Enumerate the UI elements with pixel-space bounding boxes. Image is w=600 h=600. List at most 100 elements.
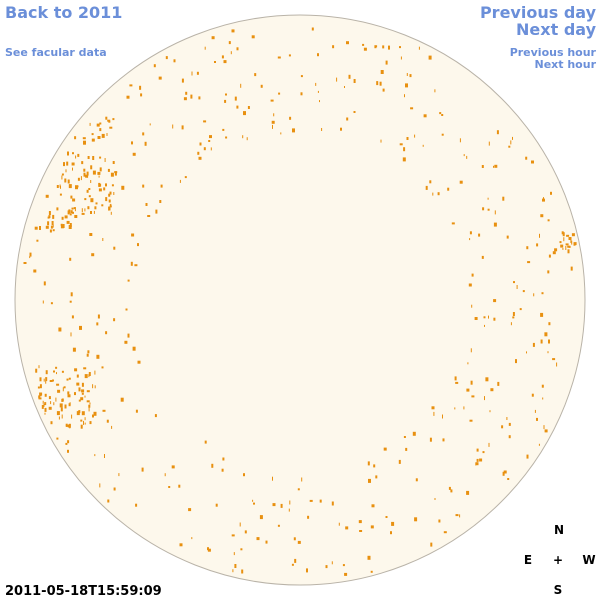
facula-speck bbox=[292, 128, 295, 133]
facula-speck bbox=[224, 99, 227, 103]
facula-speck bbox=[363, 47, 367, 51]
facula-speck bbox=[423, 114, 427, 118]
facula-speck bbox=[39, 377, 42, 382]
facula-speck bbox=[50, 421, 53, 425]
facula-speck bbox=[147, 215, 151, 217]
facula-speck bbox=[196, 71, 199, 75]
facula-speck bbox=[484, 324, 485, 327]
facula-speck bbox=[114, 171, 118, 174]
facula-speck bbox=[70, 210, 73, 214]
facula-speck bbox=[109, 204, 111, 208]
facula-speck bbox=[225, 93, 227, 96]
facula-speck bbox=[91, 138, 95, 142]
facula-speck bbox=[56, 207, 59, 211]
facula-speck bbox=[459, 180, 463, 184]
facula-speck bbox=[568, 237, 572, 240]
facula-speck bbox=[512, 312, 515, 316]
facula-speck bbox=[272, 503, 276, 507]
facula-speck bbox=[71, 162, 75, 166]
facula-speck bbox=[225, 136, 228, 139]
facula-speck bbox=[70, 332, 72, 337]
facula-speck bbox=[113, 192, 115, 195]
facula-speck bbox=[503, 470, 507, 474]
facula-speck bbox=[280, 132, 282, 135]
facula-speck bbox=[370, 570, 373, 573]
facula-speck bbox=[552, 251, 556, 255]
facula-speck bbox=[502, 471, 505, 476]
facula-speck bbox=[573, 242, 577, 246]
facula-speck bbox=[99, 156, 102, 159]
facula-speck bbox=[56, 372, 57, 375]
facular-link[interactable]: See facular data bbox=[5, 46, 107, 59]
facula-speck bbox=[86, 400, 90, 403]
facula-speck bbox=[556, 362, 558, 367]
facula-speck bbox=[107, 499, 110, 503]
facula-speck bbox=[336, 77, 338, 82]
facula-speck bbox=[526, 351, 527, 354]
facula-speck bbox=[548, 339, 550, 344]
back-link[interactable]: Back to 2011 bbox=[5, 3, 122, 22]
previous-day-link[interactable]: Previous day bbox=[480, 3, 597, 22]
facula-speck bbox=[278, 92, 281, 95]
facula-speck bbox=[74, 368, 78, 372]
facula-speck bbox=[75, 155, 77, 159]
compass-south: S bbox=[554, 583, 563, 597]
facula-speck bbox=[236, 47, 239, 51]
facula-speck bbox=[502, 196, 505, 201]
facula-speck bbox=[508, 435, 511, 439]
facula-speck bbox=[144, 141, 147, 146]
facula-speck bbox=[432, 192, 434, 196]
facula-speck bbox=[155, 209, 158, 214]
facula-speck bbox=[391, 521, 395, 526]
facula-speck bbox=[466, 490, 470, 495]
facula-speck bbox=[475, 462, 479, 466]
facula-speck bbox=[36, 239, 39, 242]
facula-speck bbox=[367, 461, 370, 466]
facula-speck bbox=[496, 130, 499, 135]
facula-speck bbox=[481, 255, 484, 259]
facula-speck bbox=[164, 473, 166, 477]
facula-speck bbox=[52, 224, 54, 228]
next-hour-link[interactable]: Next hour bbox=[535, 58, 597, 71]
facula-speck bbox=[42, 400, 44, 404]
facula-speck bbox=[39, 226, 41, 230]
facula-speck bbox=[168, 486, 171, 488]
facula-speck bbox=[145, 203, 148, 206]
facula-speck bbox=[198, 96, 201, 100]
facula-speck bbox=[542, 397, 544, 400]
facula-speck bbox=[252, 499, 254, 502]
facula-speck bbox=[96, 322, 99, 326]
facula-speck bbox=[540, 312, 544, 317]
facula-speck bbox=[110, 203, 112, 207]
facula-speck bbox=[74, 207, 76, 212]
facula-speck bbox=[55, 366, 58, 369]
facula-speck bbox=[380, 70, 384, 74]
facula-speck bbox=[390, 531, 392, 535]
facula-speck bbox=[412, 431, 416, 436]
facula-speck bbox=[433, 411, 435, 416]
facula-speck bbox=[98, 188, 102, 192]
facula-speck bbox=[522, 290, 525, 293]
facula-speck bbox=[562, 247, 564, 250]
facula-speck bbox=[83, 168, 86, 172]
facula-speck bbox=[241, 569, 244, 574]
next-day-link[interactable]: Next day bbox=[516, 20, 597, 39]
facula-speck bbox=[344, 86, 345, 88]
facula-speck bbox=[256, 537, 260, 541]
facula-speck bbox=[70, 195, 73, 199]
facula-speck bbox=[60, 223, 63, 226]
facula-speck bbox=[439, 112, 442, 115]
facula-speck bbox=[43, 281, 46, 286]
facula-speck bbox=[92, 414, 94, 418]
previous-hour-link[interactable]: Previous hour bbox=[510, 46, 597, 59]
facula-speck bbox=[99, 128, 102, 132]
facula-speck bbox=[570, 266, 573, 271]
facula-speck bbox=[510, 322, 512, 326]
facula-speck bbox=[60, 407, 63, 412]
facula-speck bbox=[50, 401, 52, 405]
facula-speck bbox=[49, 380, 53, 382]
facula-speck bbox=[67, 391, 70, 395]
facula-speck bbox=[399, 143, 403, 146]
facula-speck bbox=[488, 315, 489, 319]
